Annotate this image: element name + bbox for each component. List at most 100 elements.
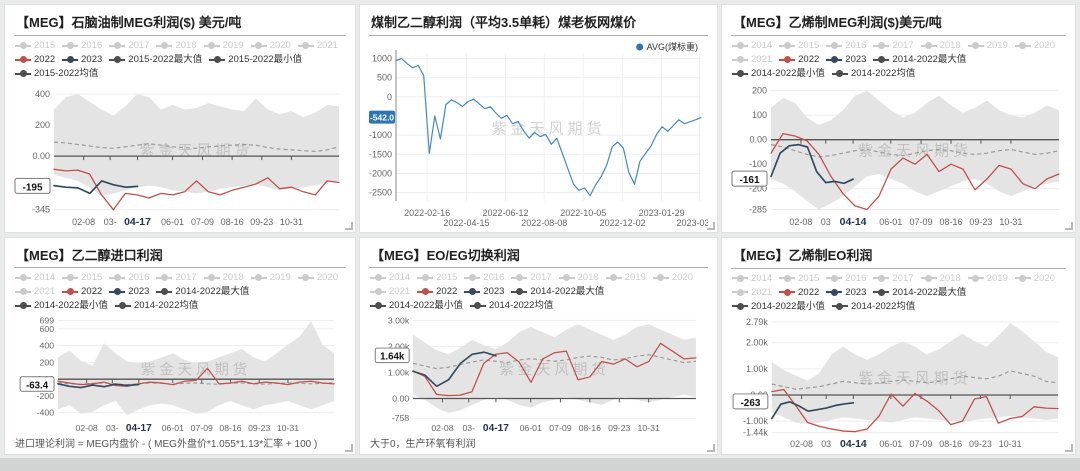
svg-text:04-17: 04-17	[483, 424, 509, 435]
legend-item-2020[interactable]: 2020	[250, 39, 291, 52]
legend-item-2014-2022最大值[interactable]: 2014-2022最大值	[511, 285, 604, 298]
legend-item-2014-2022均值[interactable]: 2014-2022均值	[114, 299, 198, 312]
legend-item-2016[interactable]: 2016	[109, 271, 149, 284]
legend-item-2020[interactable]: 2020	[1014, 272, 1055, 285]
legend-marker-icon	[732, 42, 748, 50]
legend-item-2020[interactable]: 2020	[297, 271, 338, 284]
legend-item-2015[interactable]: 2015	[15, 39, 55, 52]
legend-item-2015[interactable]: 2015	[779, 272, 819, 285]
svg-text:699: 699	[40, 316, 55, 326]
inline-legend-label[interactable]: AVG(煤标重)	[647, 41, 698, 52]
legend-item-2023[interactable]: 2023	[826, 286, 866, 299]
legend-item-2016[interactable]: 2016	[464, 271, 504, 284]
legend-item-2023[interactable]: 2023	[464, 285, 504, 298]
legend-item-2015-2022均值[interactable]: 2015-2022均值	[15, 67, 98, 80]
legend-item-2018[interactable]: 2018	[920, 272, 961, 285]
legend-item-2023[interactable]: 2023	[109, 285, 149, 298]
legend-item-2014[interactable]: 2014	[15, 271, 55, 284]
legend-item-2014[interactable]: 2014	[732, 39, 772, 52]
legend-item-2017[interactable]: 2017	[873, 39, 914, 52]
legend-item-2016[interactable]: 2016	[826, 39, 866, 52]
legend-item-2016[interactable]: 2016	[826, 272, 866, 285]
legend-item-2017[interactable]: 2017	[156, 271, 197, 284]
legend-item-2018[interactable]: 2018	[558, 271, 599, 284]
legend-item-2014-2022最大值[interactable]: 2014-2022最大值	[873, 286, 966, 299]
resize-handle-icon[interactable]	[1065, 444, 1073, 452]
legend-item-2023[interactable]: 2023	[62, 53, 102, 66]
legend-item-2017[interactable]: 2017	[873, 272, 914, 285]
legend-item-2022[interactable]: 2022	[62, 285, 102, 298]
chart-canvas-naphtha-meg[interactable]: 紫金天风期货 400 200 0.00 -345 02-08 03- 04-17 06-01 07…	[14, 81, 346, 229]
legend-item-2014-2022最小值[interactable]: 2014-2022最小值	[370, 299, 463, 312]
legend-item-2014[interactable]: 2014	[732, 272, 772, 285]
svg-text:06-01: 06-01	[162, 424, 184, 434]
chart-canvas-eo-eg-switch[interactable]: 紫金天风期货 3.00k 2.00k 1.00k 0.00 -758 02-08 03- 04-…	[369, 313, 708, 435]
svg-text:100: 100	[752, 110, 767, 120]
legend-item-2014-2022最大值[interactable]: 2014-2022最大值	[156, 285, 249, 298]
legend-item-2018[interactable]: 2018	[203, 271, 244, 284]
legend-item-2017[interactable]: 2017	[109, 39, 149, 52]
legend-item-2022[interactable]: 2022	[417, 285, 457, 298]
chart-panel-coal-meg-profit: 煤制乙二醇利润（平均3.5单耗）煤老板网煤价 紫金天风期货 1000 500 0 -10…	[359, 4, 718, 233]
legend-item-2021[interactable]: 2021	[297, 39, 338, 52]
legend-item-2021[interactable]: 2021	[732, 53, 772, 66]
svg-text:0.00: 0.00	[392, 394, 409, 404]
chart-canvas-ethylene-meg[interactable]: 紫金天风期货 200 100 0.00 -100 -200 -285 02-08 03 04-14…	[731, 81, 1066, 229]
legend-item-2015[interactable]: 2015	[62, 271, 102, 284]
legend-item-2019[interactable]: 2019	[605, 271, 646, 284]
legend-item-2020[interactable]: 2020	[652, 271, 693, 284]
legend-item-2015-2022最大值[interactable]: 2015-2022最大值	[109, 53, 202, 66]
legend-item-2018[interactable]: 2018	[920, 39, 961, 52]
legend-item-2014-2022最大值[interactable]: 2014-2022最大值	[873, 53, 966, 66]
legend-marker-icon	[109, 56, 126, 64]
legend-marker-icon	[469, 302, 486, 310]
legend-marker-icon	[15, 42, 31, 50]
legend-item-2018[interactable]: 2018	[156, 39, 197, 52]
legend-item-2019[interactable]: 2019	[250, 271, 291, 284]
legend-item-2014-2022均值[interactable]: 2014-2022均值	[469, 299, 553, 312]
legend-item-2014[interactable]: 2014	[370, 271, 410, 284]
resize-handle-icon[interactable]	[345, 222, 353, 230]
legend-marker-icon	[297, 42, 314, 50]
legend-item-2014-2022均值[interactable]: 2014-2022均值	[831, 67, 915, 80]
legend-item-2014-2022最小值[interactable]: 2014-2022最小值	[732, 300, 825, 313]
legend-item-2015-2022最小值[interactable]: 2015-2022最小值	[209, 53, 302, 66]
legend-item-2015[interactable]: 2015	[779, 39, 819, 52]
legend-item-2014-2022最小值[interactable]: 2014-2022最小值	[15, 299, 108, 312]
legend-item-2021[interactable]: 2021	[732, 286, 772, 299]
svg-text:0.00: 0.00	[749, 135, 767, 145]
svg-text:-2500: -2500	[369, 188, 392, 198]
legend-item-2022[interactable]: 2022	[15, 53, 55, 66]
panel-title: 【MEG】乙烯制EO利润	[731, 243, 1066, 269]
legend-item-2014-2022最小值[interactable]: 2014-2022最小值	[732, 67, 825, 80]
resize-handle-icon[interactable]	[1065, 222, 1073, 230]
legend-item-2022[interactable]: 2022	[779, 53, 819, 66]
legend-item-2021[interactable]: 2021	[370, 285, 410, 298]
resize-handle-icon[interactable]	[345, 444, 353, 452]
legend-item-2020[interactable]: 2020	[1014, 39, 1055, 52]
resize-handle-icon[interactable]	[707, 222, 715, 230]
svg-text:10-31: 10-31	[999, 439, 1022, 449]
legend-marker-icon	[873, 274, 890, 282]
svg-text:-195: -195	[22, 182, 42, 193]
legend-marker-icon	[873, 288, 890, 296]
legend-item-2023[interactable]: 2023	[826, 53, 866, 66]
legend-item-2019[interactable]: 2019	[203, 39, 244, 52]
legend-item-2022[interactable]: 2022	[779, 286, 819, 299]
chart-canvas-meg-import[interactable]: 紫金天风期货6996004002000.00-200-40002-0803-04…	[14, 313, 346, 435]
legend-marker-icon	[779, 274, 796, 282]
svg-text:1.00k: 1.00k	[388, 368, 410, 378]
legend-item-2014-2022均值[interactable]: 2014-2022均值	[831, 300, 915, 313]
chart-canvas-coal-meg[interactable]: 紫金天风期货 1000 500 0 -1000 -1500 -2000 -2500 2022-0…	[369, 36, 708, 229]
legend-item-2017[interactable]: 2017	[511, 271, 552, 284]
svg-text:04-14: 04-14	[840, 216, 867, 228]
chart-canvas-ethylene-eo[interactable]: 紫金天风期货2.79k2.00k1.00k0.00-1.00k-1.44k02-…	[731, 314, 1066, 451]
legend-item-2019[interactable]: 2019	[967, 39, 1008, 52]
legend-item-2019[interactable]: 2019	[967, 272, 1008, 285]
legend-item-2021[interactable]: 2021	[15, 285, 55, 298]
legend-item-2016[interactable]: 2016	[62, 39, 102, 52]
legend-marker-icon	[156, 274, 173, 282]
resize-handle-icon[interactable]	[707, 444, 715, 452]
legend-item-2015[interactable]: 2015	[417, 271, 457, 284]
